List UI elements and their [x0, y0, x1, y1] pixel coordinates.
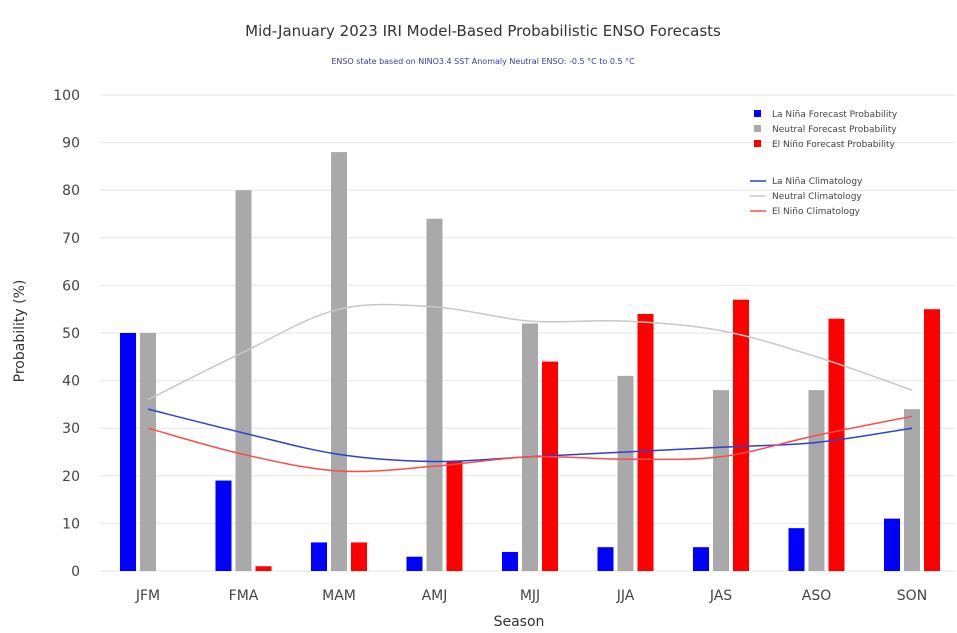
legend-label: El Niño Climatology — [772, 207, 861, 217]
x-tick-label: AMJ — [422, 588, 448, 604]
bar — [904, 409, 920, 571]
bar — [311, 542, 327, 571]
x-tick-label: JFM — [135, 588, 160, 604]
bar — [215, 480, 232, 571]
bar — [637, 313, 654, 571]
chart-title: Mid-January 2023 IRI Model-Based Probabi… — [245, 22, 721, 40]
chart-subtitle: ENSO state based on NINO3.4 SST Anomaly … — [331, 57, 635, 66]
bar — [331, 152, 347, 571]
bar — [502, 551, 518, 571]
y-tick-label: 90 — [62, 136, 80, 152]
climatology-lines — [147, 303, 913, 473]
bar — [406, 556, 423, 571]
bar — [255, 566, 272, 571]
x-tick-label: MJJ — [520, 588, 540, 604]
bar — [542, 361, 558, 571]
bar — [713, 390, 729, 571]
bar — [808, 390, 825, 571]
legend-label: Neutral Forecast Probability — [772, 125, 897, 135]
bar — [597, 547, 614, 571]
legend-label: La Niña Forecast Probability — [772, 110, 898, 120]
x-axis-label: Season — [494, 614, 545, 630]
bar — [120, 333, 136, 571]
bar — [235, 190, 252, 571]
legend-label: La Niña Climatology — [772, 177, 863, 187]
y-tick-label: 60 — [62, 278, 80, 294]
y-axis-label: Probability (%) — [12, 280, 28, 383]
bar — [693, 547, 709, 571]
y-tick-label: 80 — [62, 183, 80, 199]
climatology-line — [147, 415, 913, 473]
x-tick-label: FMA — [229, 588, 259, 604]
legend-swatch — [754, 140, 761, 147]
y-tick-label: 30 — [62, 421, 80, 437]
bars — [120, 152, 940, 571]
x-tick-label: SON — [897, 588, 927, 604]
legend-label: Neutral Climatology — [772, 192, 862, 202]
bar — [733, 299, 749, 571]
y-tick-label: 0 — [71, 564, 80, 580]
bar — [522, 323, 538, 571]
bar — [446, 461, 463, 571]
x-axis-ticks: JFM FMA MAM AMJ MJJ JJA JAS ASO SON — [135, 588, 927, 604]
bar — [617, 375, 634, 571]
y-axis-ticks: 0 10 20 30 40 50 60 70 80 90 100 — [53, 88, 80, 580]
x-tick-label: JAS — [709, 588, 732, 604]
y-tick-label: 40 — [62, 374, 80, 390]
legend-label: El Niño Forecast Probability — [772, 140, 896, 150]
legend: La Niña Forecast Probability Neutral Fore… — [750, 110, 898, 217]
y-tick-label: 10 — [62, 516, 80, 532]
bar — [788, 528, 805, 571]
y-tick-label: 100 — [53, 88, 80, 104]
bar — [426, 218, 443, 571]
x-tick-label: ASO — [802, 588, 831, 604]
y-tick-label: 50 — [62, 326, 80, 342]
bar — [351, 542, 367, 571]
y-tick-label: 20 — [62, 469, 80, 485]
bar — [828, 318, 845, 571]
bar — [140, 333, 156, 571]
bar — [924, 309, 940, 571]
legend-swatch — [754, 110, 761, 117]
x-tick-label: MAM — [322, 588, 356, 604]
climatology-line — [147, 303, 913, 401]
y-tick-label: 70 — [62, 231, 80, 247]
bar — [884, 518, 900, 571]
x-tick-label: JJA — [616, 588, 635, 604]
legend-swatch — [754, 125, 761, 132]
